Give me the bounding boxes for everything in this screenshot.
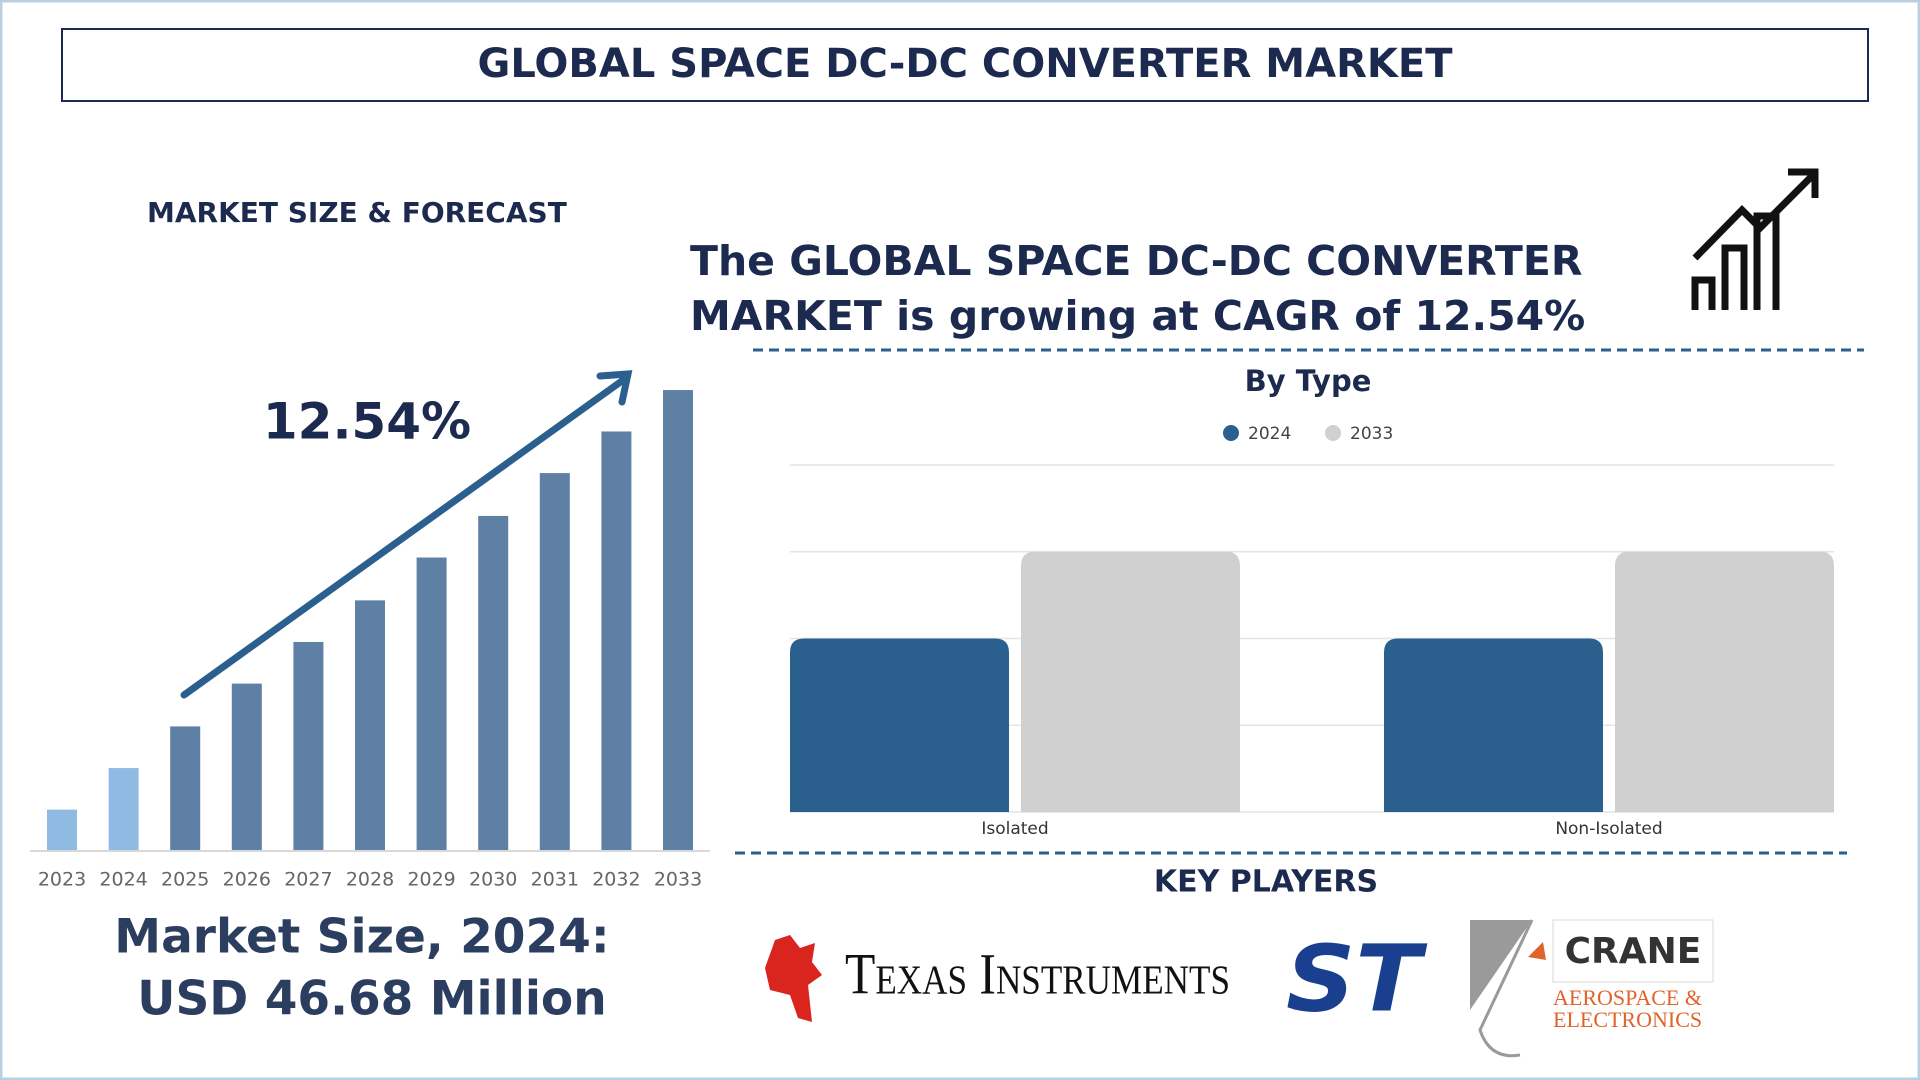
headline: The GLOBAL SPACE DC-DC CONVERTER	[690, 237, 1582, 285]
section-title: KEY PLAYERS	[1154, 865, 1378, 900]
x-tick-label: 2024	[99, 869, 147, 891]
x-tick-label: 2033	[654, 869, 702, 891]
legend-label: 2033	[1350, 424, 1393, 444]
legend-label: 2024	[1248, 424, 1291, 444]
x-tick-label: Non-Isolated	[1555, 819, 1662, 839]
bar	[108, 768, 139, 850]
trend-arrow	[180, 370, 633, 699]
x-tick-label: 2027	[284, 869, 332, 891]
crane-mark	[1528, 942, 1546, 960]
bar	[1384, 638, 1603, 812]
company-name: Texas Instruments	[845, 941, 1230, 1006]
market-size: USD 46.68 Million	[137, 972, 606, 1027]
header-box	[61, 28, 1869, 102]
bar	[355, 600, 385, 850]
x-tick-label: 2028	[346, 869, 394, 891]
bar	[231, 683, 262, 850]
company-name: ST	[1286, 925, 1428, 1032]
x-tick-label: 2030	[469, 869, 517, 891]
x-tick-label: 2026	[223, 869, 271, 891]
ti-logo	[765, 935, 822, 1022]
bar	[416, 557, 447, 850]
market-size: Market Size, 2024:	[114, 910, 609, 965]
company-subtitle: AEROSPACE &	[1553, 985, 1702, 1010]
growth-icon	[1691, 168, 1819, 310]
headline: MARKET is growing at CAGR of 12.54%	[690, 292, 1585, 340]
bar	[1021, 551, 1240, 812]
bar	[663, 390, 693, 850]
bar	[539, 473, 570, 850]
header-title: GLOBAL SPACE DC-DC CONVERTER MARKET	[478, 41, 1454, 87]
chart-title: MARKET SIZE & FORECAST	[147, 196, 567, 229]
bar	[170, 726, 201, 850]
cagr-annotation: 12.54%	[263, 393, 471, 451]
legend-marker	[1223, 425, 1239, 441]
bar	[1615, 551, 1834, 812]
x-tick-label: 2029	[407, 869, 455, 891]
bar	[790, 638, 1009, 812]
crane-mark	[1478, 919, 1534, 1058]
bar	[47, 809, 77, 850]
bar	[601, 431, 632, 850]
x-tick-label: Isolated	[981, 819, 1048, 839]
x-tick-label: 2023	[38, 869, 86, 891]
bar	[293, 641, 324, 850]
crane-box	[1552, 919, 1714, 983]
chart-title: By Type	[1245, 364, 1372, 398]
company-subtitle: ELECTRONICS	[1553, 1007, 1702, 1032]
x-tick-label: 2031	[531, 869, 579, 891]
legend-marker	[1325, 425, 1341, 441]
company-name: CRANE	[1565, 931, 1702, 972]
x-tick-label: 2032	[592, 869, 640, 891]
bar	[478, 515, 509, 850]
x-tick-label: 2025	[161, 869, 209, 891]
crane-mark	[1470, 920, 1532, 1010]
